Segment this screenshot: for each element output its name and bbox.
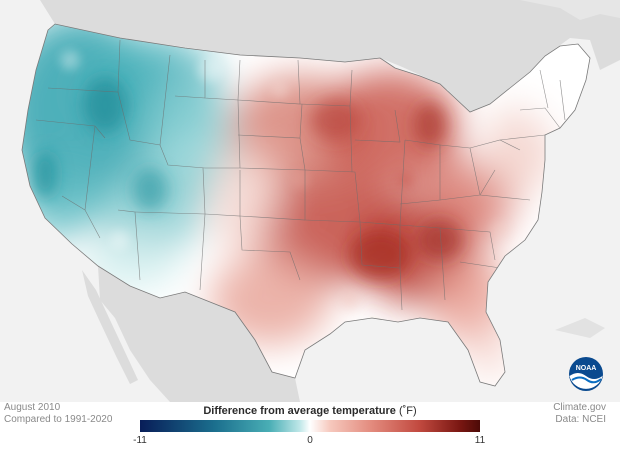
noaa-logo: NOAA (569, 357, 603, 391)
baseline-caption: Compared to 1991-2020 (4, 414, 113, 425)
us-outline (21, 23, 591, 387)
legend-mid-label: 0 (307, 435, 313, 446)
legend-title-text: Difference from average temperature (203, 405, 396, 417)
legend-min-label: -11 (133, 435, 147, 446)
noaa-logo-text: NOAA (576, 365, 597, 372)
credit-data: Data: NCEI (555, 414, 606, 425)
legend-max-label: 11 (474, 435, 486, 446)
map-footer: August 2010 Compared to 1991-2020 Differ… (0, 402, 620, 450)
temperature-anomaly-map (0, 0, 620, 402)
legend-unit: (˚F) (398, 405, 417, 417)
legend-title: Difference from average temperature (˚F) (140, 404, 480, 418)
surrounding-land (0, 0, 620, 402)
credit-site: Climate.gov (553, 402, 606, 413)
date-caption: August 2010 (4, 402, 61, 413)
legend-colorbar (140, 420, 480, 432)
state-boundaries (35, 39, 566, 311)
